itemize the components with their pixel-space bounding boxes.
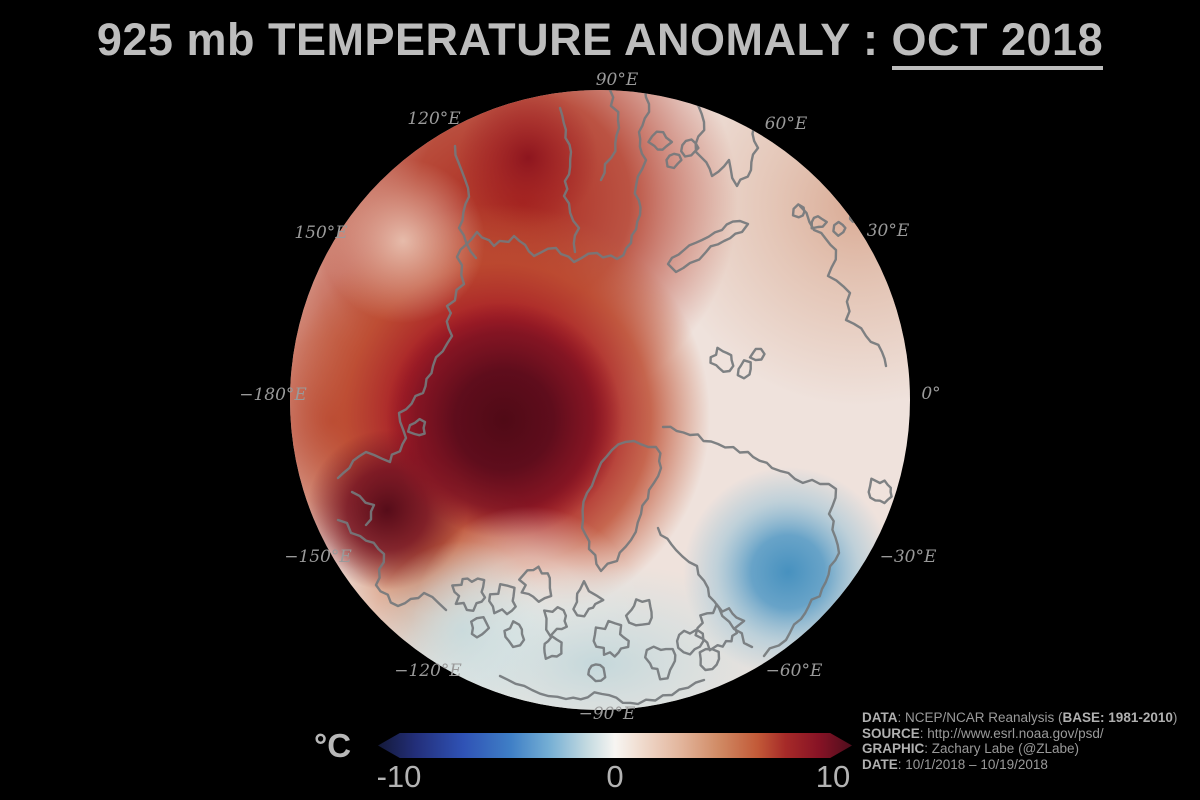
longitude-label: 30°E — [866, 221, 910, 241]
island-outline — [848, 210, 861, 223]
longitude-label: −90°E — [578, 704, 636, 724]
longitude-label: −30°E — [879, 547, 937, 567]
colorbar-tick-zero: 0 — [606, 759, 624, 794]
island-outline — [644, 645, 677, 681]
island-outline — [810, 215, 828, 230]
polar-anomaly-map — [290, 90, 910, 710]
longitude-label: 150°E — [294, 223, 348, 243]
coastline-path — [453, 144, 478, 260]
credit-line-graphic: GRAPHIC: Zachary Labe (@ZLabe) — [862, 741, 1080, 756]
island-outline — [406, 417, 427, 437]
island-outline — [488, 583, 517, 616]
coastline-path — [350, 490, 376, 527]
island-outline — [867, 477, 893, 505]
coastline-path — [656, 526, 754, 649]
colorbar-unit-label: °C — [314, 727, 352, 764]
longitude-label: 90°E — [595, 70, 639, 90]
island-outline — [748, 347, 766, 362]
island-outline — [680, 138, 700, 158]
coastline-path — [666, 219, 750, 274]
island-outline — [518, 565, 553, 603]
island-outline — [592, 619, 630, 658]
coastline-path — [498, 674, 706, 706]
longitude-label: 0° — [921, 384, 941, 404]
island-outline — [698, 647, 721, 672]
page-title: 925 mb TEMPERATURE ANOMALY : OCT 2018 — [0, 14, 1200, 70]
coastline-path — [336, 90, 651, 480]
island-outline — [543, 635, 563, 660]
credits-block: DATA: NCEP/NCAR Reanalysis (BASE: 1981-2… — [862, 710, 1177, 772]
island-outline — [624, 598, 653, 627]
coastlines — [336, 90, 893, 706]
island-outline — [736, 359, 752, 380]
title-text: 925 mb TEMPERATURE ANOMALY : — [96, 14, 892, 65]
island-outline — [451, 577, 487, 612]
longitude-label: 60°E — [764, 114, 808, 134]
island-outline — [791, 203, 806, 219]
title-date-underlined: OCT 2018 — [891, 14, 1104, 70]
colorbar-tick-max: 10 — [815, 759, 851, 794]
island-outline — [572, 580, 605, 618]
island-outline — [470, 616, 491, 639]
island-outline — [694, 603, 746, 652]
island-outline — [709, 346, 735, 373]
credit-line-data: DATA: NCEP/NCAR Reanalysis (BASE: 1981-2… — [862, 710, 1178, 725]
coastline-path — [558, 106, 581, 254]
anomaly-field — [290, 90, 910, 710]
island-outline — [543, 606, 568, 638]
coastline-path — [336, 518, 448, 612]
longitude-label: 120°E — [407, 109, 461, 129]
island-outline — [675, 628, 705, 656]
coastline-path — [798, 204, 888, 368]
credit-line-source: SOURCE: http://www.esrl.noaa.gov/psd/ — [862, 725, 1104, 741]
island-outline — [503, 620, 526, 649]
longitude-label: −120°E — [394, 661, 462, 681]
coastline-path — [661, 425, 841, 658]
longitude-label: −60°E — [765, 661, 823, 681]
island-outline — [832, 220, 847, 237]
longitude-label: −180°E — [239, 385, 307, 405]
colorbar — [378, 733, 852, 758]
island-outline — [587, 663, 607, 683]
coastline-path — [580, 439, 663, 573]
island-outline — [647, 130, 674, 151]
credit-line-date: DATE: 10/1/2018 – 10/19/2018 — [862, 756, 1048, 772]
coastline-path — [599, 90, 621, 182]
colorbar-tick-min: -10 — [376, 759, 422, 794]
island-outline — [665, 152, 683, 170]
longitude-label: −150°E — [284, 547, 352, 567]
